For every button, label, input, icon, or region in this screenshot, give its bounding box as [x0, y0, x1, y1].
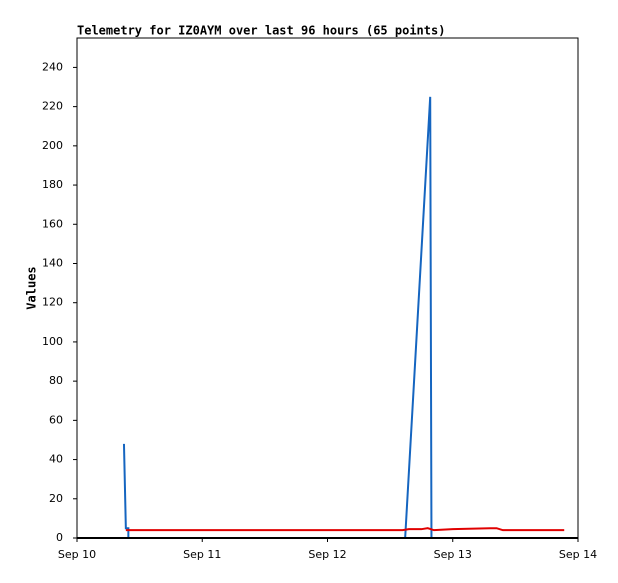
- y-tick-label: 40: [49, 453, 63, 466]
- y-tick-label: 220: [42, 100, 63, 113]
- series-line: [125, 527, 565, 532]
- x-tick-label: Sep 14: [559, 548, 597, 561]
- y-tick-label: 180: [42, 178, 63, 191]
- y-axis-label: Values: [25, 266, 39, 309]
- y-tick-label: 100: [42, 335, 63, 348]
- y-tick-label: 60: [49, 413, 63, 426]
- y-tick-label: 120: [42, 296, 63, 309]
- x-tick-label: Sep 10: [58, 548, 96, 561]
- plot-frame: [76, 37, 579, 539]
- y-tick-label: 200: [42, 139, 63, 152]
- x-tick-label: Sep 12: [308, 548, 346, 561]
- y-tick-label: 160: [42, 217, 63, 230]
- chart-title: Telemetry for IZ0AYM over last 96 hours …: [77, 24, 445, 38]
- x-tick-label: Sep 11: [183, 548, 221, 561]
- y-tick-label: 20: [49, 492, 63, 505]
- y-tick-label: 80: [49, 374, 63, 387]
- y-tick-label: 240: [42, 60, 63, 73]
- x-tick-label: Sep 13: [434, 548, 472, 561]
- y-tick-label: 140: [42, 256, 63, 269]
- y-tick-label: 0: [56, 531, 63, 544]
- series-line: [122, 96, 565, 539]
